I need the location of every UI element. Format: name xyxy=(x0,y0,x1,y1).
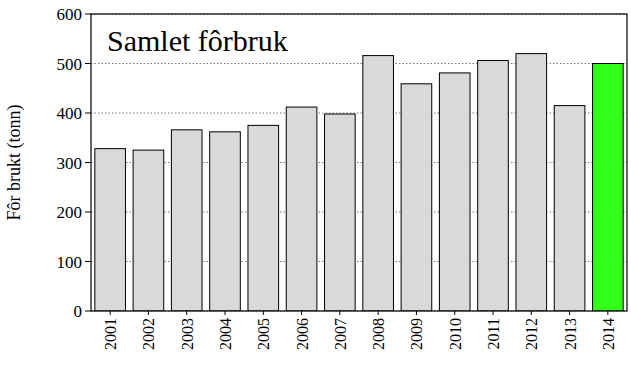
x-tick-label: 2003 xyxy=(179,318,196,350)
x-tick-label: 2013 xyxy=(562,318,579,350)
y-tick-label: 200 xyxy=(57,203,83,222)
x-tick-label: 2004 xyxy=(217,318,234,350)
x-tick-label: 2012 xyxy=(523,318,540,350)
x-tick-label: 2010 xyxy=(447,318,464,350)
bar xyxy=(554,106,585,311)
x-tick xyxy=(186,311,187,315)
bar xyxy=(210,132,241,311)
x-tick-label: 2001 xyxy=(102,318,119,350)
bar xyxy=(171,130,202,311)
y-tick xyxy=(85,212,91,213)
x-tick xyxy=(454,311,455,315)
y-tick xyxy=(85,63,91,64)
plot-frame xyxy=(91,14,627,311)
chart-root: 0 100 200 300 400 500 600 2001 2002 2003 2004 2005 2… xyxy=(0,0,631,366)
title: Samlet fôrbruk xyxy=(107,24,288,57)
y-tick-label: 500 xyxy=(57,55,83,74)
x-tick xyxy=(607,311,608,315)
bar xyxy=(325,114,356,311)
x-tick-label: 2009 xyxy=(408,318,425,350)
bar xyxy=(478,61,509,311)
y-tick xyxy=(85,162,91,163)
x-tick xyxy=(225,311,226,315)
bar xyxy=(363,56,394,311)
y-tick xyxy=(85,14,91,15)
x-tick xyxy=(110,311,111,315)
bar xyxy=(133,150,164,311)
x-tick xyxy=(378,311,379,315)
x-tick-label: 2002 xyxy=(140,318,157,350)
x-tick-label: 2011 xyxy=(485,318,502,349)
y-tick xyxy=(85,113,91,114)
x-tick xyxy=(263,311,264,315)
bar xyxy=(516,54,547,311)
x-tick xyxy=(301,311,302,315)
y-tick-label: 400 xyxy=(57,104,83,123)
bar xyxy=(248,125,279,311)
bar xyxy=(401,84,432,311)
y-tick xyxy=(85,261,91,262)
x-tick xyxy=(569,311,570,315)
y-tick xyxy=(85,311,91,312)
bar xyxy=(95,149,126,311)
y-axis-label: Fôr brukt (tonn) xyxy=(4,105,25,221)
x-tick-label: 2008 xyxy=(370,318,387,350)
y-tick-label: 0 xyxy=(74,302,83,321)
x-tick xyxy=(148,311,149,315)
x-tick xyxy=(416,311,417,315)
y-tick-label: 600 xyxy=(57,5,83,24)
bar xyxy=(439,73,470,311)
y-tick-label: 300 xyxy=(57,154,83,173)
bar xyxy=(593,64,624,312)
x-tick-label: 2005 xyxy=(255,318,272,350)
bar xyxy=(286,107,317,311)
y-tick-label: 100 xyxy=(57,253,83,272)
x-tick xyxy=(339,311,340,315)
bars xyxy=(95,54,623,311)
x-tick-label: 2006 xyxy=(294,318,311,350)
x-tick xyxy=(531,311,532,315)
x-tick xyxy=(493,311,494,315)
chart: 0 100 200 300 400 500 600 2001 2002 2003 2004 2005 2… xyxy=(0,0,631,366)
x-tick-label: 2014 xyxy=(600,318,617,350)
x-tick-label: 2007 xyxy=(332,318,349,350)
